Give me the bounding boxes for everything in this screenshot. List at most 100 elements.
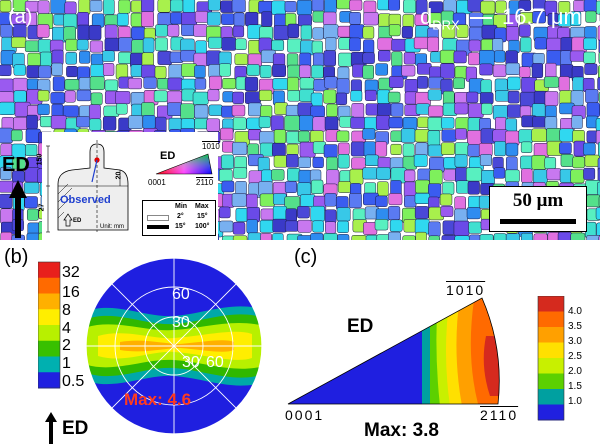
grain (50, 115, 67, 129)
grain (155, 24, 169, 37)
grain (349, 193, 362, 209)
grain (391, 38, 407, 52)
grain (37, 39, 52, 53)
grain (27, 52, 41, 67)
grain (468, 52, 480, 66)
grain (427, 116, 444, 131)
grain (494, 141, 506, 157)
grain (90, 63, 105, 78)
grain (440, 63, 455, 79)
grain (351, 235, 367, 240)
grain (222, 91, 234, 103)
grain (415, 103, 431, 115)
grain (0, 166, 12, 181)
grain (11, 157, 26, 170)
grain (521, 77, 537, 93)
grain (375, 63, 389, 76)
grain (259, 193, 276, 207)
grain (311, 64, 324, 79)
grain (287, 90, 301, 102)
grain (324, 193, 337, 207)
grain (286, 143, 299, 156)
ipf-key-left-label: 0001 (148, 178, 166, 187)
grain (495, 116, 507, 131)
grain (440, 142, 455, 155)
panel-label-c: (c) (294, 246, 318, 268)
grain (375, 208, 390, 221)
colorbar-b-tick: 1 (62, 355, 71, 372)
grain (479, 63, 493, 76)
boundary-legend: Min Max 2° 15° 15° 100° (142, 200, 216, 236)
grain (273, 25, 290, 40)
grain (572, 76, 585, 92)
grain (51, 62, 63, 76)
grain (232, 141, 248, 156)
grain (583, 37, 597, 51)
grain (441, 235, 456, 240)
grain (375, 195, 388, 207)
grain (389, 75, 404, 88)
grain (299, 115, 314, 131)
grain (157, 0, 171, 13)
grain (142, 37, 155, 54)
colorbar-segment (538, 389, 564, 405)
grain (507, 90, 520, 104)
grain (377, 0, 391, 11)
grain (454, 235, 470, 240)
grain (221, 154, 234, 169)
grain (349, 37, 361, 52)
grain (455, 128, 467, 140)
grain (261, 11, 273, 27)
grain (259, 131, 275, 145)
grain (271, 169, 285, 181)
grain (272, 218, 288, 233)
grain (584, 154, 600, 167)
grain (141, 64, 156, 79)
grain (519, 66, 531, 78)
grain (284, 181, 298, 193)
grain (505, 62, 520, 75)
grain (362, 167, 378, 180)
grain (597, 77, 600, 91)
grain (479, 92, 494, 105)
grain (391, 51, 403, 67)
grain (232, 25, 245, 38)
grain (468, 39, 481, 52)
grain (260, 233, 272, 240)
grain (11, 36, 27, 48)
boundary-header-max: Max (195, 203, 209, 210)
grain (403, 52, 416, 65)
grain (287, 168, 301, 182)
ipf-direction-label: ED (347, 316, 374, 337)
grain (505, 142, 519, 157)
grain (518, 0, 532, 11)
grain (492, 38, 504, 53)
colorbar-segment (38, 293, 60, 310)
colorbar-segment (538, 358, 564, 374)
grain (363, 141, 376, 157)
grain (350, 90, 363, 102)
colorbar-segment (538, 404, 564, 421)
grain (378, 50, 391, 62)
grain (206, 11, 221, 26)
grain (427, 36, 440, 52)
grain (65, 52, 77, 65)
grain (456, 180, 470, 194)
grain (466, 207, 481, 220)
grain (118, 37, 133, 52)
ipf-right-label: 2110 (480, 407, 519, 423)
grain (10, 129, 23, 142)
colorbar-c (537, 296, 565, 421)
grain (298, 169, 312, 185)
grain (323, 89, 337, 104)
grain (127, 77, 142, 90)
grain (141, 0, 155, 13)
grain (453, 50, 467, 64)
grain (326, 103, 338, 118)
grain (595, 0, 600, 15)
grain (413, 154, 428, 167)
grain (349, 0, 363, 11)
grain (287, 76, 299, 93)
grain (481, 103, 493, 115)
grain (495, 90, 511, 102)
